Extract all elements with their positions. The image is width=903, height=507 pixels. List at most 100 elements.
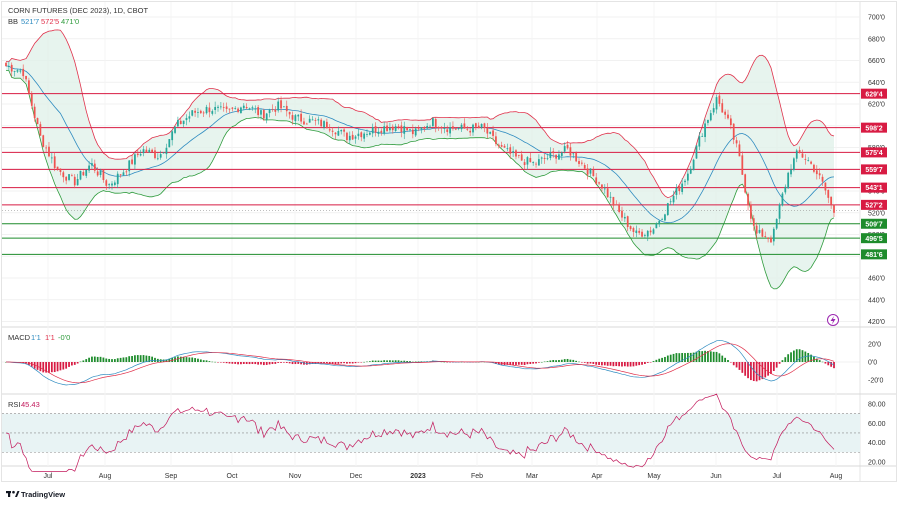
candle <box>283 106 285 108</box>
rsi-tick-label: 40.00 <box>868 440 886 447</box>
macd-histogram-bar <box>108 358 111 362</box>
candle <box>148 147 151 153</box>
rsi-tick-label: 60.00 <box>868 421 886 428</box>
candle <box>420 127 423 134</box>
macd-histogram-bar <box>552 359 555 362</box>
macd-histogram-bar <box>225 362 228 364</box>
macd-histogram-bar <box>351 362 354 364</box>
candle <box>623 212 626 223</box>
macd-histogram-bar <box>515 362 517 365</box>
macd-histogram-bar <box>741 362 744 373</box>
candle <box>606 183 609 198</box>
macd-histogram-bar <box>592 362 595 364</box>
macd-histogram-bar <box>231 362 234 364</box>
macd-histogram-bar <box>394 360 397 362</box>
time-tick-label: Jun <box>710 473 721 480</box>
candle <box>377 127 380 137</box>
candle <box>383 121 386 136</box>
macd-histogram-bar <box>755 362 758 382</box>
macd-histogram-bar <box>707 351 709 362</box>
macd-histogram-bar <box>371 360 374 362</box>
chart-title: CORN FUTURES (DEC 2023), 1D, CBOT <box>8 6 148 15</box>
candle <box>202 110 205 117</box>
macd-histogram-bar <box>280 362 282 363</box>
macd-histogram-bar <box>575 360 578 362</box>
candle <box>778 202 781 224</box>
macd-signal-line <box>6 343 835 384</box>
macd-histogram-bar <box>50 362 53 373</box>
candle <box>784 184 787 195</box>
macd-histogram-bar <box>96 356 99 362</box>
macd-histogram-bar <box>334 362 337 365</box>
candle <box>265 112 268 124</box>
macd-histogram-bar <box>583 362 586 363</box>
candle <box>578 158 580 167</box>
candle <box>85 169 88 179</box>
candle <box>394 123 397 132</box>
macd-histogram-bar <box>59 362 62 371</box>
macd-histogram-bar <box>655 359 658 362</box>
candle <box>798 146 801 154</box>
candle <box>472 123 474 136</box>
rsi-line <box>5 393 835 472</box>
candle <box>139 149 142 157</box>
level-label-box <box>861 164 887 175</box>
candle <box>371 123 374 138</box>
macd-histogram-bar <box>65 362 68 369</box>
candle <box>182 120 185 128</box>
candle <box>291 111 294 125</box>
candle <box>833 204 835 218</box>
macd-histogram-bar <box>294 362 297 365</box>
macd-histogram-bar <box>555 360 557 362</box>
candle <box>165 143 168 159</box>
candle <box>646 229 649 242</box>
candle <box>492 125 494 141</box>
macd-histogram-bar <box>409 361 411 362</box>
candle <box>495 132 497 147</box>
tradingview-logo-icon <box>6 490 20 497</box>
level-label: 543'1 <box>865 185 882 192</box>
candle <box>225 102 228 113</box>
macd-histogram-bar <box>242 362 245 364</box>
macd-histogram-bar <box>724 357 727 362</box>
candle <box>566 140 569 150</box>
macd-histogram-bar <box>274 362 277 364</box>
macd-histogram-bar <box>523 362 526 366</box>
candle <box>661 217 663 221</box>
candle <box>804 154 807 165</box>
candle <box>695 144 698 160</box>
macd-histogram-bar <box>598 362 600 365</box>
candle <box>177 116 179 127</box>
rsi-tick-label: 80.00 <box>868 402 886 409</box>
candle <box>194 108 196 117</box>
candle <box>314 117 317 126</box>
candle <box>53 152 56 172</box>
macd-histogram-bar <box>509 362 512 366</box>
candle <box>618 202 621 214</box>
lightning-icon[interactable] <box>827 314 839 326</box>
candle <box>423 125 426 132</box>
macd-histogram-bar <box>76 362 79 364</box>
candle <box>644 233 646 238</box>
horizontal-levels <box>2 93 860 255</box>
macd-histogram-bar <box>234 362 237 364</box>
macd-histogram-bar <box>546 361 549 362</box>
macd-histogram-bar <box>517 362 520 365</box>
candle <box>641 229 643 238</box>
macd-histogram-bar <box>219 362 222 363</box>
macd-histogram-bar <box>251 362 254 365</box>
candle <box>171 129 174 146</box>
candle <box>758 224 761 234</box>
candle <box>300 109 302 125</box>
candle <box>116 171 119 189</box>
candle <box>764 231 767 238</box>
candle <box>666 202 669 217</box>
candle <box>188 111 191 123</box>
macd-tick-label: 20'0 <box>868 342 881 349</box>
tradingview-brand: TradingView <box>21 490 65 499</box>
candle <box>340 129 343 135</box>
macd-value-3: -0'0 <box>58 333 70 342</box>
macd-histogram-bar <box>156 358 159 362</box>
candle <box>397 124 400 130</box>
